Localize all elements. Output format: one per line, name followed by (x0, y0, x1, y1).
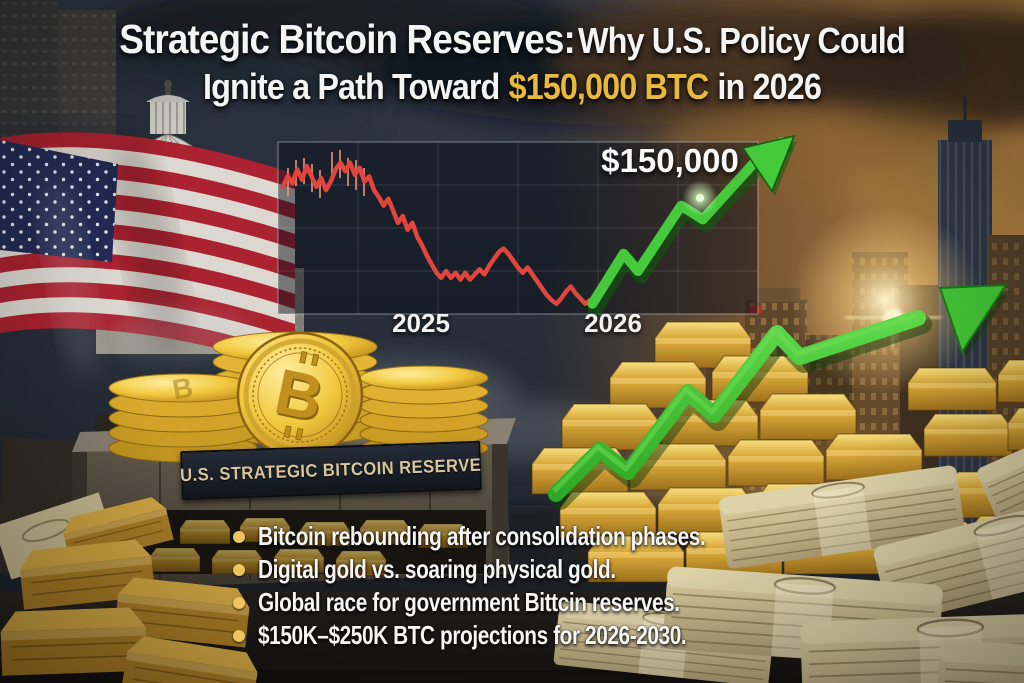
bullet-dot-icon (233, 530, 245, 543)
bullet-text: Global race for government Bittcin reser… (258, 587, 680, 617)
headline: Strategic Bitcoin Reserves: Why U.S. Pol… (0, 16, 1024, 108)
bullet-text: Digital gold vs. soaring physical gold. (258, 554, 616, 584)
headline-line1: Strategic Bitcoin Reserves: Why U.S. Pol… (51, 16, 973, 63)
rally-arrowhead (741, 134, 796, 193)
headline-line2-post: in 2026 (717, 66, 821, 107)
headline-line2: Ignite a Path Toward $150,000 BTC in 2026 (51, 66, 973, 108)
bullet-dot-icon (233, 596, 245, 609)
bitcoin-coins: B B B (108, 331, 489, 466)
reserve-plaque-label: U.S. STRATEGIC BITCOIN RESERVE (180, 454, 482, 486)
headline-emphasis: Strategic Bitcoin Reserves: (119, 16, 575, 62)
list-item: Global race for government Bittcin reser… (233, 587, 817, 617)
x-label-2025: 2025 (392, 308, 450, 338)
headline-line2-pre: Ignite a Path Toward (203, 66, 500, 107)
price-chart (277, 134, 797, 317)
x-label-2026: 2026 (584, 308, 642, 338)
bullet-text: Bitcoin rebounding after consolidation p… (258, 521, 706, 551)
reserve-plaque: U.S. STRATEGIC BITCOIN RESERVE (180, 440, 482, 501)
bullet-dot-icon (233, 563, 245, 576)
coin-stack-right (359, 365, 489, 461)
chart-grid (278, 142, 758, 314)
gold-bundles-left (0, 492, 262, 683)
bullet-text: $150K–$250K BTC projections for 2026-203… (258, 620, 687, 650)
headline-rest: Why U.S. Policy Could (577, 20, 906, 61)
rally-arrow-large (548, 283, 1010, 510)
list-item: $150K–$250K BTC projections for 2026-203… (233, 620, 817, 650)
coin-stack-left: B (108, 372, 258, 463)
us-flag (0, 132, 295, 377)
key-points-list: Bitcoin rebounding after consolidation p… (233, 521, 817, 655)
bullet-dot-icon (233, 629, 245, 642)
decline-line (280, 160, 595, 306)
list-item: Bitcoin rebounding after consolidation p… (233, 521, 817, 551)
list-item: Digital gold vs. soaring physical gold. (233, 554, 817, 584)
headline-price-highlight: $150,000 BTC (508, 66, 709, 107)
price-target-label: $150,000 (601, 142, 739, 179)
